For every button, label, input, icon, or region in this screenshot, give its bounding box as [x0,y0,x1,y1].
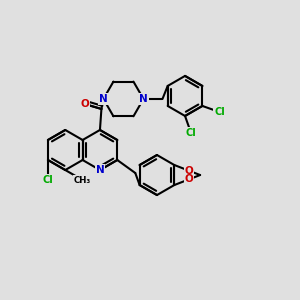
Text: O: O [185,174,194,184]
Text: N: N [139,94,148,104]
Text: CH₃: CH₃ [74,176,91,184]
Text: N: N [96,165,104,175]
Text: Cl: Cl [214,107,225,117]
Text: O: O [185,166,194,176]
Text: Cl: Cl [43,175,53,185]
Text: O: O [80,99,89,109]
Text: N: N [99,94,108,104]
Text: Cl: Cl [186,128,196,138]
